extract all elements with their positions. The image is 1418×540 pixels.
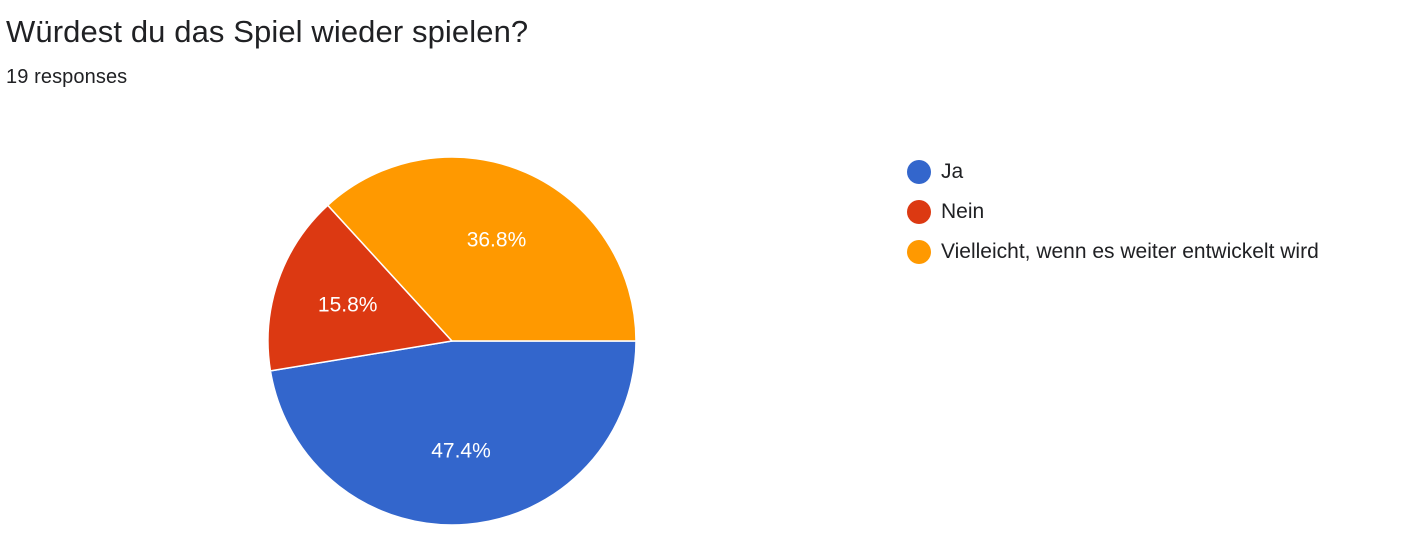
pie-slice-nein[interactable] — [267, 204, 454, 372]
legend-swatch-icon — [907, 240, 931, 264]
chart-legend: Ja Nein Vielleicht, wenn es weiter entwick… — [907, 152, 1319, 272]
legend-swatch-icon — [907, 160, 931, 184]
pie-slice-label: 47.4% — [431, 440, 491, 463]
pie-slice-vielleicht[interactable] — [326, 156, 637, 342]
legend-label: Vielleicht, wenn es weiter entwickelt wi… — [941, 240, 1319, 263]
response-count: 19 responses — [6, 66, 128, 88]
pie-slice-label: 36.8% — [467, 228, 527, 251]
chart-title: Würdest du das Spiel wieder spielen? — [6, 14, 529, 49]
legend-swatch-icon — [907, 200, 931, 224]
legend-label: Nein — [941, 200, 985, 223]
legend-item[interactable]: Ja — [907, 152, 1319, 192]
pie-slice-labels: 47.4% 15.8% 36.8% — [318, 228, 526, 462]
legend-label: Ja — [941, 160, 964, 183]
legend-item[interactable]: Nein — [907, 192, 1319, 232]
legend-item[interactable]: Vielleicht, wenn es weiter entwickelt wi… — [907, 232, 1319, 272]
pie-slice-label: 15.8% — [318, 293, 378, 316]
pie-slices — [267, 156, 637, 526]
pie-slice-ja[interactable] — [269, 340, 637, 526]
